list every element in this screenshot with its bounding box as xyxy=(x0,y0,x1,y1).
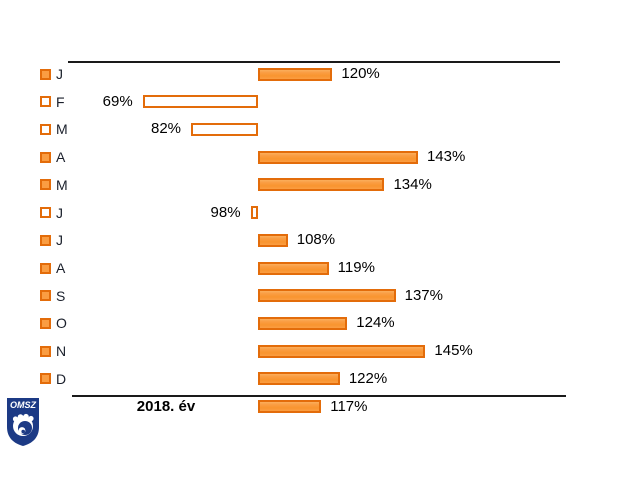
value-label: 134% xyxy=(393,175,432,193)
value-label: 145% xyxy=(434,342,473,360)
logo-text: OMSZ xyxy=(10,400,37,410)
data-bar xyxy=(142,95,258,109)
value-label: 120% xyxy=(341,65,380,82)
data-bar xyxy=(258,316,348,330)
data-bar xyxy=(258,289,396,303)
category-marker-icon xyxy=(40,317,51,329)
value-label: 117% xyxy=(330,397,368,415)
category-marker-icon xyxy=(40,373,51,385)
category-marker-icon xyxy=(40,290,51,302)
logo-bird-icon xyxy=(12,413,34,436)
data-bar xyxy=(258,372,340,386)
value-label: 98% xyxy=(210,203,241,221)
value-label: 108% xyxy=(296,231,336,249)
value-label: 137% xyxy=(404,286,443,304)
data-bar xyxy=(258,261,329,275)
value-label: 122% xyxy=(348,369,388,387)
category-label: A xyxy=(56,149,66,166)
top-axis-line xyxy=(68,61,560,63)
category-label: F xyxy=(56,93,65,110)
omsz-logo: OMSZ xyxy=(7,398,39,446)
value-label: 69% xyxy=(102,92,133,110)
category-marker-icon xyxy=(40,345,51,357)
category-marker-icon xyxy=(40,179,51,191)
category-label: J xyxy=(56,204,63,221)
summary-divider-line xyxy=(72,395,566,397)
category-label: M xyxy=(56,121,68,138)
data-bar xyxy=(258,150,418,164)
data-bar xyxy=(250,206,258,220)
category-marker-icon xyxy=(40,96,51,108)
value-label: 119% xyxy=(337,259,375,277)
category-label: J xyxy=(56,232,63,249)
value-label: 143% xyxy=(426,148,466,166)
value-label: 82% xyxy=(151,120,182,138)
data-bar xyxy=(258,178,385,192)
category-label: A xyxy=(56,260,66,277)
data-bar xyxy=(258,344,426,358)
category-label: D xyxy=(56,370,67,387)
category-label: S xyxy=(56,287,66,304)
category-marker-icon xyxy=(40,262,51,274)
category-label: N xyxy=(56,343,67,360)
category-label: M xyxy=(56,176,68,193)
category-label: O xyxy=(56,315,67,332)
category-label: J xyxy=(56,66,63,82)
value-label: 124% xyxy=(356,314,395,332)
category-marker-icon xyxy=(40,234,51,246)
category-marker-icon xyxy=(40,207,51,219)
data-bar xyxy=(258,233,288,247)
data-bar xyxy=(258,400,322,413)
data-bar xyxy=(191,122,258,136)
summary-year-label: 2018. év xyxy=(136,398,196,415)
category-marker-icon xyxy=(40,123,51,135)
category-marker-icon xyxy=(40,68,51,80)
category-marker-icon xyxy=(40,151,51,163)
data-bar xyxy=(258,67,333,81)
